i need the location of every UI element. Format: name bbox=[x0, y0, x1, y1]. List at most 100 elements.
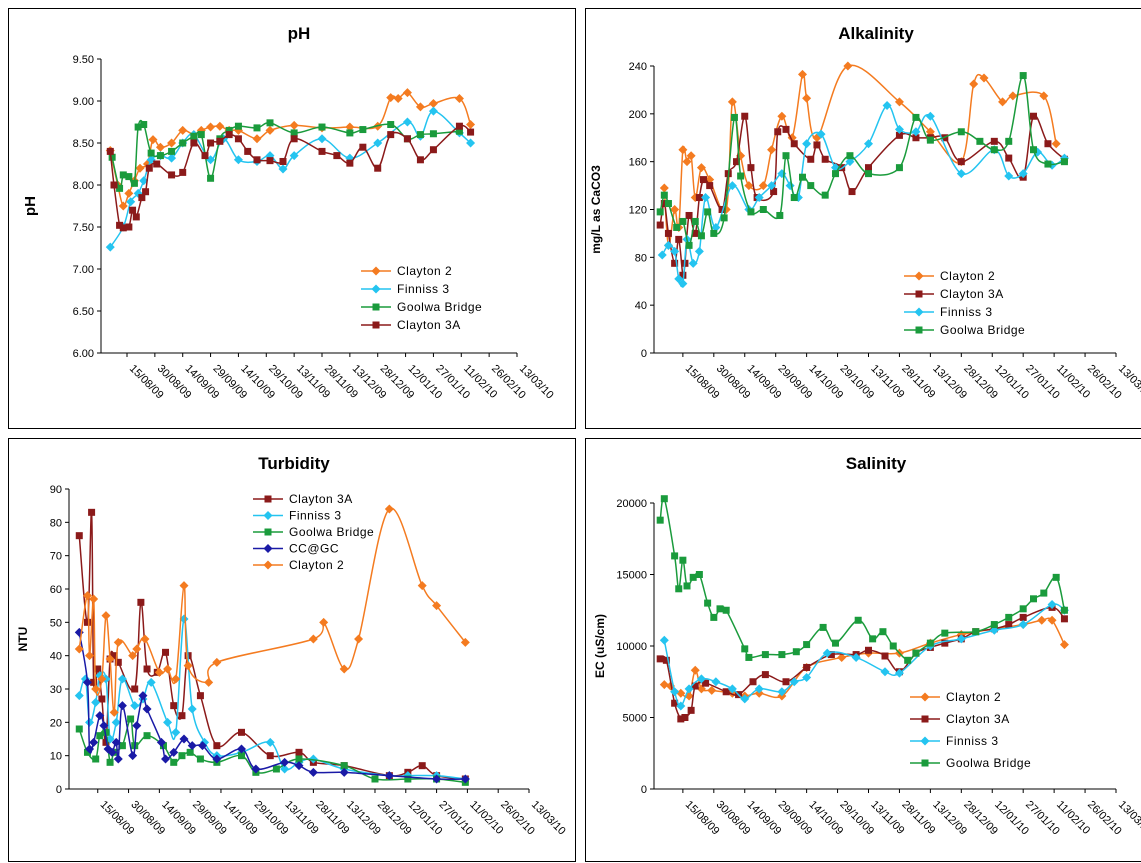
data-point bbox=[695, 194, 703, 202]
y-tick-label: 6.00 bbox=[73, 348, 94, 360]
data-point bbox=[673, 223, 681, 231]
y-tick-label: 0 bbox=[641, 348, 647, 360]
data-point bbox=[179, 734, 189, 744]
y-tick-label: 70 bbox=[50, 551, 62, 563]
y-tick-label: 240 bbox=[629, 61, 647, 73]
data-point bbox=[428, 99, 438, 109]
data-point bbox=[234, 122, 242, 130]
legend-label: Clayton 3A bbox=[397, 318, 461, 332]
data-point bbox=[187, 741, 197, 751]
legend-label: Clayton 2 bbox=[397, 264, 452, 278]
legend-label: Finniss 3 bbox=[946, 734, 999, 748]
chart-title: Alkalinity bbox=[838, 24, 914, 43]
legend-label: Clayton 2 bbox=[946, 690, 1001, 704]
data-point bbox=[118, 201, 128, 211]
data-point bbox=[688, 258, 698, 268]
y-tick-label: 90 bbox=[50, 484, 62, 496]
data-point bbox=[404, 775, 412, 783]
data-point bbox=[846, 152, 854, 160]
data-point bbox=[132, 644, 142, 654]
y-tick-label: 8.50 bbox=[73, 138, 94, 150]
data-point bbox=[179, 139, 187, 147]
data-point bbox=[266, 157, 274, 165]
data-point bbox=[802, 93, 812, 103]
data-point bbox=[183, 661, 193, 671]
data-point bbox=[656, 208, 664, 216]
data-point bbox=[777, 687, 787, 697]
y-tick-label: 0 bbox=[641, 784, 647, 796]
data-point bbox=[467, 128, 475, 136]
data-point bbox=[97, 674, 107, 684]
data-point bbox=[976, 137, 984, 145]
data-point bbox=[1044, 140, 1052, 148]
data-point bbox=[179, 581, 189, 591]
series-cc-gc bbox=[74, 627, 470, 784]
y-tick-label: 20000 bbox=[616, 498, 647, 510]
data-point bbox=[778, 651, 786, 659]
data-point bbox=[454, 93, 464, 103]
data-point bbox=[681, 714, 689, 721]
data-point bbox=[125, 223, 133, 231]
data-point bbox=[108, 153, 116, 161]
data-point bbox=[265, 125, 275, 135]
data-point bbox=[656, 655, 664, 663]
data-point bbox=[110, 652, 118, 660]
y-tick-label: 10 bbox=[50, 751, 62, 763]
data-point bbox=[128, 651, 138, 661]
legend: Clayton 2 Finniss 3 Goolwa Bridge Clayton 3… bbox=[361, 264, 482, 332]
data-point bbox=[168, 171, 176, 179]
data-point bbox=[1019, 72, 1027, 80]
data-point bbox=[701, 193, 711, 203]
series-line bbox=[109, 124, 472, 230]
legend-marker bbox=[914, 271, 924, 281]
data-point bbox=[167, 138, 177, 148]
data-point bbox=[212, 754, 222, 764]
data-point bbox=[656, 516, 664, 524]
data-point bbox=[670, 246, 680, 256]
data-point bbox=[91, 697, 101, 707]
y-tick-label: 7.00 bbox=[73, 264, 94, 276]
data-point bbox=[178, 712, 186, 720]
data-point bbox=[722, 606, 730, 614]
data-point bbox=[819, 623, 827, 631]
data-point bbox=[785, 181, 795, 191]
data-point bbox=[238, 752, 245, 760]
data-point bbox=[346, 159, 354, 167]
data-point bbox=[664, 229, 672, 237]
data-point bbox=[941, 639, 949, 647]
data-point bbox=[252, 134, 262, 144]
data-point bbox=[700, 176, 707, 184]
data-point bbox=[807, 155, 815, 163]
data-point bbox=[821, 155, 829, 163]
data-point bbox=[129, 206, 137, 214]
data-point bbox=[190, 139, 198, 147]
data-point bbox=[690, 665, 700, 675]
data-point bbox=[926, 136, 934, 144]
data-point bbox=[807, 182, 815, 190]
data-point bbox=[137, 598, 145, 606]
data-point bbox=[679, 217, 687, 225]
data-point bbox=[200, 737, 210, 747]
data-point bbox=[677, 715, 685, 723]
series-clayton-3a bbox=[656, 112, 1068, 279]
data-point bbox=[318, 123, 326, 131]
data-point bbox=[280, 757, 290, 767]
data-point bbox=[159, 742, 167, 750]
data-point bbox=[98, 695, 106, 703]
data-point bbox=[317, 134, 327, 144]
data-point bbox=[139, 176, 149, 186]
data-point bbox=[956, 634, 966, 644]
data-point bbox=[206, 122, 216, 132]
series-line bbox=[78, 618, 466, 780]
data-point bbox=[691, 229, 699, 237]
data-point bbox=[153, 160, 161, 168]
data-point bbox=[660, 191, 668, 199]
data-point bbox=[130, 701, 140, 711]
data-point bbox=[201, 152, 209, 160]
data-point bbox=[238, 728, 245, 736]
data-point bbox=[75, 725, 83, 733]
data-point bbox=[711, 677, 721, 687]
data-point bbox=[308, 754, 318, 764]
alkalinity-chart: Alkalinity mg/L as CaCO3 0 40 80 120 160 200 240… bbox=[589, 24, 1141, 401]
